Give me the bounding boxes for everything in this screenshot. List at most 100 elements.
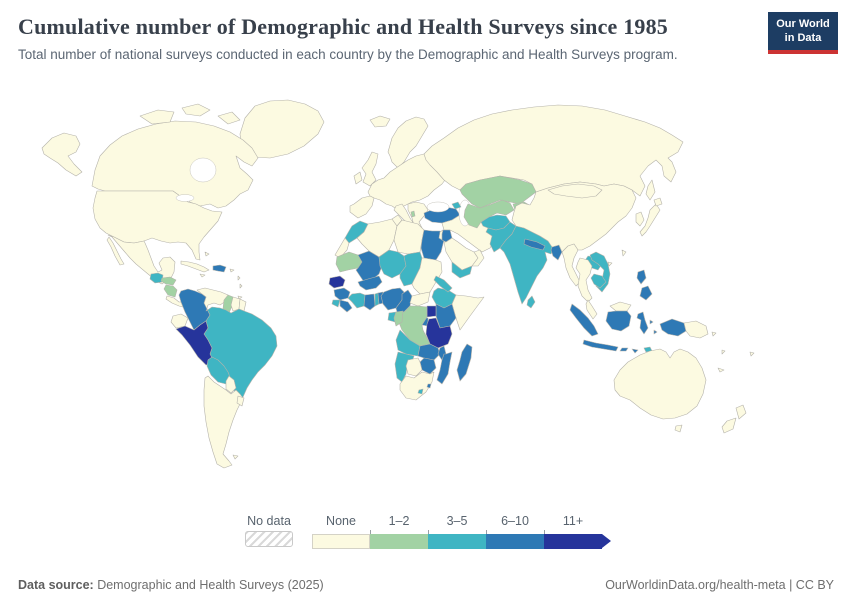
country-ghana[interactable] <box>363 293 376 311</box>
country-taiwan[interactable] <box>621 249 627 257</box>
country-canada-island-2[interactable] <box>181 103 211 117</box>
country-guatemala[interactable] <box>149 272 164 284</box>
country-sakhalin[interactable] <box>645 179 656 201</box>
country-hispaniola[interactable] <box>212 264 227 273</box>
country-sulawesi[interactable] <box>636 311 649 335</box>
country-south-africa[interactable] <box>399 371 435 401</box>
country-senegal[interactable] <box>328 275 346 289</box>
country-cuba[interactable] <box>180 260 210 273</box>
country-papua-new-guinea[interactable] <box>683 320 709 339</box>
country-eritrea[interactable] <box>433 275 453 293</box>
country-peru[interactable] <box>175 320 215 366</box>
country-cote-divoire[interactable] <box>347 292 366 309</box>
country-sri-lanka[interactable] <box>526 295 536 309</box>
country-kenya[interactable] <box>435 303 457 329</box>
country-japan-hokkaido[interactable] <box>653 197 663 207</box>
country-argentina-chile[interactable] <box>203 375 244 469</box>
country-greenland[interactable] <box>239 99 325 159</box>
country-caucasus[interactable] <box>451 201 462 210</box>
country-new-caledonia[interactable] <box>717 367 725 373</box>
legend-swatch-none[interactable] <box>312 534 370 549</box>
country-albania[interactable] <box>410 210 416 218</box>
country-mexico-baja[interactable] <box>106 236 125 266</box>
legend-swatch-1-2[interactable] <box>370 534 428 549</box>
country-scandinavia[interactable] <box>387 116 429 169</box>
country-nicaragua[interactable] <box>163 284 178 298</box>
country-united-states[interactable] <box>92 190 223 261</box>
country-ireland[interactable] <box>353 171 363 185</box>
country-liberia[interactable] <box>339 299 353 313</box>
country-bahamas[interactable] <box>204 251 210 257</box>
country-libya[interactable] <box>393 219 425 255</box>
country-uruguay[interactable] <box>236 395 245 407</box>
country-cambodia[interactable] <box>590 273 607 289</box>
country-paraguay[interactable] <box>225 375 237 394</box>
country-zambia[interactable] <box>417 343 441 361</box>
country-madagascar[interactable] <box>456 343 473 382</box>
country-philippines-south[interactable] <box>639 285 653 301</box>
country-philippines-luzon[interactable] <box>636 269 647 285</box>
country-kalimantan[interactable] <box>605 310 632 332</box>
country-japan[interactable] <box>639 203 661 237</box>
country-mongolia[interactable] <box>547 183 603 199</box>
country-burkina-faso[interactable] <box>357 275 383 291</box>
country-tanzania[interactable] <box>425 317 453 349</box>
country-dr-congo[interactable] <box>397 305 431 347</box>
country-congo[interactable] <box>393 310 404 327</box>
country-vanuatu[interactable] <box>721 349 726 355</box>
country-angola[interactable] <box>395 329 421 357</box>
legend-swatch-3-5[interactable] <box>428 534 486 549</box>
country-eswatini[interactable] <box>426 383 432 389</box>
country-mozambique[interactable] <box>436 351 453 385</box>
country-honduras[interactable] <box>160 276 177 286</box>
country-nepal[interactable] <box>523 238 546 251</box>
country-sumatra[interactable] <box>569 303 599 337</box>
country-suriname[interactable] <box>230 296 241 312</box>
country-balkans[interactable] <box>407 201 429 233</box>
country-new-zealand-south[interactable] <box>721 417 737 434</box>
country-yemen[interactable] <box>451 261 473 279</box>
country-uganda[interactable] <box>426 305 437 318</box>
country-somalia[interactable] <box>451 294 485 331</box>
country-korea[interactable] <box>635 211 645 227</box>
legend-color-bar[interactable] <box>312 534 622 549</box>
legend-swatch-6-10[interactable] <box>486 534 544 549</box>
country-mexico[interactable] <box>107 234 176 285</box>
country-hainan[interactable] <box>607 261 613 267</box>
country-trinidad[interactable] <box>237 295 243 300</box>
country-lesser-antilles-2[interactable] <box>239 283 243 289</box>
country-oman[interactable] <box>471 249 485 267</box>
country-solomon-islands[interactable] <box>711 331 717 337</box>
country-uzbekistan-turkmenistan[interactable] <box>463 199 515 229</box>
country-new-zealand-north[interactable] <box>735 404 747 420</box>
country-jamaica[interactable] <box>199 273 206 278</box>
country-australia[interactable] <box>613 348 707 420</box>
country-egypt[interactable] <box>420 229 445 261</box>
country-sierra-leone[interactable] <box>331 299 341 308</box>
country-java[interactable] <box>582 339 619 352</box>
footer-link[interactable]: OurWorldinData.org/health-meta | CC BY <box>605 578 834 592</box>
country-west-papua[interactable] <box>659 318 687 337</box>
country-china[interactable] <box>511 181 637 253</box>
country-canada-island-1[interactable] <box>139 109 175 125</box>
country-tasmania[interactable] <box>674 424 683 433</box>
legend-swatch-11plus[interactable] <box>544 534 602 549</box>
country-iberia[interactable] <box>349 195 375 219</box>
country-lesser-antilles-1[interactable] <box>237 275 241 281</box>
no-data-swatch[interactable] <box>245 531 293 547</box>
country-lesotho[interactable] <box>417 388 424 395</box>
country-iceland[interactable] <box>369 115 391 128</box>
country-puerto-rico[interactable] <box>229 268 235 273</box>
country-algeria[interactable] <box>356 218 398 258</box>
country-russia[interactable] <box>423 104 684 197</box>
country-united-kingdom[interactable] <box>361 151 379 187</box>
country-nusa-tenggara-2[interactable] <box>631 348 639 354</box>
country-moluccas-2[interactable] <box>653 329 658 335</box>
country-botswana[interactable] <box>405 357 423 377</box>
country-zimbabwe[interactable] <box>419 357 437 375</box>
country-falkland[interactable] <box>232 454 239 460</box>
country-borneo-malaysia[interactable] <box>609 301 632 312</box>
country-guinea[interactable] <box>333 287 351 301</box>
country-fiji[interactable] <box>749 351 755 357</box>
country-alaska[interactable] <box>41 132 83 177</box>
